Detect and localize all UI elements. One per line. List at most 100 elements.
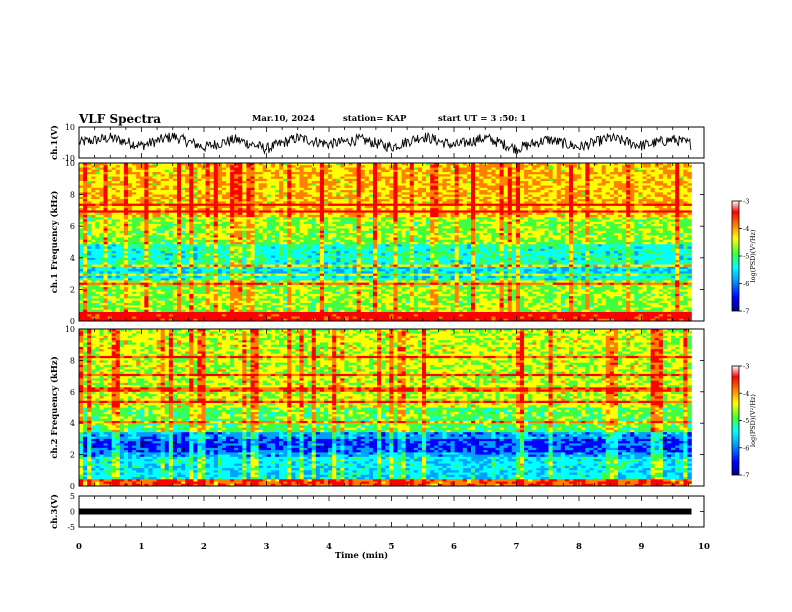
ch1-spectrogram-cell (287, 163, 292, 166)
ch1-spectrogram-cell (319, 278, 325, 281)
ch1-spectrogram-cell (185, 266, 190, 270)
ch1-spectrogram-cell (258, 318, 264, 322)
ch1-spectrogram-cell (189, 174, 194, 177)
ch1-spectrogram-cell (115, 237, 121, 241)
ch1-spectrogram-cell (291, 196, 296, 200)
ch1-spectrogram-cell (197, 181, 202, 184)
ch1-spectrogram-cell (360, 194, 366, 198)
ch1-spectrogram-cell (136, 163, 141, 166)
ch1-spectrogram-cell (123, 255, 129, 259)
ch1-spectrogram-cell (352, 185, 357, 189)
ch1-spectrogram-cell (79, 257, 84, 261)
ch1-spectrogram-cell (356, 219, 362, 222)
ch1-spectrogram-cell (193, 163, 198, 166)
ch1-spectrogram-cell (181, 203, 186, 207)
ch1-spectrogram-cell (160, 291, 166, 295)
ch1-spectrogram-cell (181, 219, 186, 222)
ch1-spectrogram-cell (217, 242, 223, 245)
ch1-spectrogram-cell (254, 293, 259, 297)
ch1-spectrogram-cell (262, 232, 268, 236)
ch1-spectrogram-cell (258, 284, 264, 288)
ch1-spectrogram-cell (119, 217, 125, 220)
ch1-spectrogram-cell (258, 190, 264, 193)
ch1-spectrogram-cell (303, 307, 308, 311)
ch1-spectrogram-cell (156, 305, 161, 308)
ch1-spectrogram-cell (242, 251, 247, 254)
ch1-spectrogram-cell (111, 223, 117, 227)
ch1-spectrogram-cell (181, 298, 186, 301)
ch1-spectrogram-cell (95, 192, 100, 195)
ch1-spectrogram-cell (348, 199, 353, 202)
ch1-spectrogram-cell (144, 226, 149, 229)
ch1-spectrogram-cell (136, 269, 141, 272)
ch1-spectrogram-cell (348, 255, 353, 259)
ch1-spectrogram-cell (283, 242, 288, 245)
ch1-spectrogram-cell (123, 248, 129, 252)
ch1-spectrogram-cell (181, 251, 186, 254)
ch1-spectrogram-cell (111, 287, 117, 290)
ch1-spectrogram-cell (226, 214, 231, 218)
ch1-spectrogram-cell (315, 223, 321, 227)
ch1-spectrogram-cell (87, 244, 92, 247)
ch1-spectrogram-cell (279, 196, 284, 200)
ch1-spectrogram-cell (107, 289, 112, 292)
ch1-spectrogram-cell (156, 185, 161, 189)
ch1-spectrogram-cell (295, 194, 300, 198)
ch1-spectrogram-cell (324, 192, 329, 195)
ch1-spectrogram-cell (123, 223, 129, 227)
ch1-spectrogram-cell (168, 230, 174, 234)
ch1-spectrogram-cell (168, 228, 174, 232)
ch1-spectrogram-cell (111, 190, 117, 193)
ch1-spectrogram-cell (205, 242, 210, 245)
ch1-spectrogram-cell (295, 293, 300, 297)
ch1-spectrogram-cell (91, 217, 96, 220)
ch1-spectrogram-cell (87, 287, 92, 290)
ch1-spectrogram-cell (328, 230, 333, 234)
ch1-spectrogram-cell (185, 214, 190, 218)
ch1-spectrogram-cell (103, 314, 108, 317)
ch1-spectrogram-cell (128, 246, 133, 250)
ch1-spectrogram-cell (136, 305, 141, 308)
ch1-spectrogram-cell (103, 293, 108, 297)
ch1-spectrogram-cell (123, 273, 129, 277)
ch1-spectrogram-cell (324, 309, 329, 313)
ch1-spectrogram-cell (181, 246, 186, 250)
ch1-spectrogram-cell (79, 205, 84, 209)
ch1-spectrogram-cell (160, 210, 166, 213)
ch1-spectrogram-cell (332, 284, 337, 288)
ch1-spectrogram-cell (238, 300, 243, 304)
ch1-spectrogram-cell (258, 183, 264, 186)
ch1-spectrogram-cell (181, 178, 186, 182)
ch1-spectrogram-cell (307, 314, 313, 317)
ch1-spectrogram-cell (156, 287, 161, 290)
ch1-spectrogram-cell (103, 253, 108, 256)
ch1-spectrogram-cell (95, 260, 100, 263)
ch1-spectrogram-cell (197, 221, 202, 225)
ch1-spectrogram-cell (99, 275, 104, 279)
ch1-spectrogram-cell (164, 174, 170, 177)
ch1-spectrogram-cell (181, 192, 186, 195)
ch1-spectrogram-cell (283, 230, 288, 234)
ch1-spectrogram-cell (181, 253, 186, 256)
ch1-spectrogram-cell (177, 246, 182, 250)
ch1-spectrogram-cell (340, 260, 345, 263)
ch1-spectrogram-cell (221, 246, 227, 250)
ch1-spectrogram-cell (148, 190, 153, 193)
ch1-spectrogram-cell (205, 219, 210, 222)
ch1-spectrogram-cell (221, 203, 227, 207)
ch1-spectrogram-cell (246, 181, 251, 184)
ch1-spectrogram-cell (99, 210, 104, 213)
ch1-spectrogram-cell (250, 214, 255, 218)
ch1-spectrogram-cell (270, 208, 276, 211)
ch1-spectrogram-cell (226, 203, 231, 207)
ch1-spectrogram-cell (221, 244, 227, 247)
ch1-spectrogram-cell (132, 190, 137, 193)
ch1-spectrogram-cell (319, 275, 325, 279)
ch1-spectrogram-cell (258, 176, 264, 180)
ch1-spectrogram-cell (205, 255, 210, 259)
ch1-spectrogram-cell (152, 214, 157, 218)
ch1-spectrogram-cell (360, 167, 366, 171)
ch1-spectrogram-cell (283, 201, 288, 204)
ch1-spectrogram-cell (197, 251, 202, 254)
ch1-spectrogram-cell (213, 280, 219, 283)
